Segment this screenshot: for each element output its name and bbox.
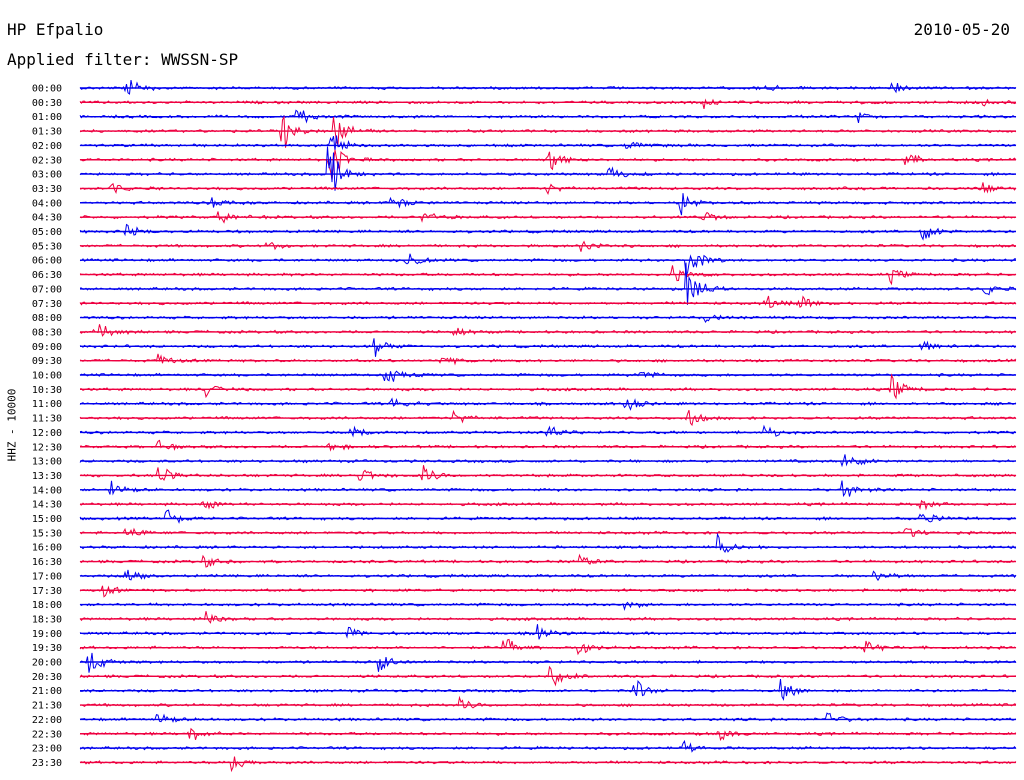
trace-row-2100	[79, 679, 1017, 702]
time-label: 02:30	[32, 155, 62, 166]
time-label: 03:30	[32, 184, 62, 195]
time-label: 00:00	[32, 84, 62, 95]
trace-row-2000	[79, 652, 1017, 673]
time-label: 12:30	[32, 442, 62, 453]
trace-row-2300	[79, 739, 1017, 753]
trace-group	[79, 80, 1017, 773]
time-label: 06:00	[32, 256, 62, 267]
time-label: 01:00	[32, 112, 62, 123]
time-label: 04:30	[32, 213, 62, 224]
trace-row-1800	[79, 601, 1017, 611]
time-label: 13:00	[32, 457, 62, 468]
time-label: 17:30	[32, 586, 62, 597]
trace-row-0800	[79, 314, 1017, 323]
trace-row-1900	[79, 624, 1017, 640]
trace-row-1700	[79, 569, 1017, 582]
trace-row-1000	[79, 370, 1017, 382]
time-label: 16:30	[32, 557, 62, 568]
filter-subtitle: Applied filter: WWSSN-SP	[7, 50, 239, 69]
trace-row-1600	[79, 532, 1017, 554]
time-label-group: 00:00 00:30 01:00 01:30 02:00 02:30 03:00 03:30…	[32, 84, 62, 769]
time-label: 16:00	[32, 543, 62, 554]
time-label: 03:00	[32, 170, 62, 181]
time-label: 10:00	[32, 371, 62, 382]
trace-row-0900	[79, 338, 1017, 357]
time-label: 08:00	[32, 313, 62, 324]
trace-row-1230	[79, 439, 1017, 452]
trace-row-0130	[79, 115, 1017, 148]
trace-row-0530	[79, 240, 1017, 252]
time-label: 20:00	[32, 658, 62, 669]
time-label: 08:30	[32, 327, 62, 338]
time-label: 09:00	[32, 342, 62, 353]
time-label: 19:00	[32, 629, 62, 640]
time-label: 01:30	[32, 127, 62, 138]
trace-row-1830	[79, 611, 1017, 624]
trace-row-1030	[80, 373, 1017, 400]
trace-row-0300	[79, 146, 1016, 191]
time-label: 09:30	[32, 356, 62, 367]
time-label: 18:30	[32, 614, 62, 625]
time-label: 23:30	[32, 758, 62, 769]
trace-row-0030	[79, 98, 1017, 110]
trace-row-0000	[79, 80, 1017, 95]
trace-row-1500	[79, 509, 1017, 524]
time-label: 13:30	[32, 471, 62, 482]
station-title: HP Efpalio	[7, 20, 104, 39]
trace-row-2330	[79, 756, 1017, 773]
trace-row-1200	[79, 424, 1017, 438]
time-label: 05:00	[32, 227, 62, 238]
time-label: 21:00	[32, 686, 62, 697]
time-label: 14:00	[32, 485, 62, 496]
trace-row-1730	[79, 585, 1017, 598]
time-label: 05:30	[32, 241, 62, 252]
time-label: 11:30	[32, 414, 62, 425]
channel-axis-label: HHZ - 10000	[5, 388, 19, 462]
trace-row-0200	[79, 135, 1017, 151]
time-label: 12:00	[32, 428, 62, 439]
time-label: 06:30	[32, 270, 62, 281]
trace-row-1300	[79, 454, 1017, 468]
trace-row-2130	[79, 695, 1017, 709]
time-label: 19:30	[32, 643, 62, 654]
trace-row-0700	[80, 262, 1017, 305]
time-label: 15:30	[32, 528, 62, 539]
time-label: 00:30	[32, 98, 62, 109]
trace-row-0830	[79, 324, 1017, 337]
time-label: 20:30	[32, 672, 62, 683]
time-label: 07:00	[32, 284, 62, 295]
time-label: 07:30	[32, 299, 62, 310]
time-label: 15:00	[32, 514, 62, 525]
time-label: 21:30	[32, 701, 62, 712]
trace-row-1400	[79, 480, 1017, 498]
time-label: 11:00	[32, 399, 62, 410]
trace-row-0730	[79, 295, 1017, 308]
date-label: 2010-05-20	[913, 20, 1010, 39]
trace-row-2200	[79, 712, 1017, 723]
trace-row-0930	[79, 353, 1017, 366]
time-label: 18:00	[32, 600, 62, 611]
time-label: 14:30	[32, 500, 62, 511]
time-label: 17:00	[32, 571, 62, 582]
trace-row-0400	[80, 193, 1017, 216]
trace-row-1330	[79, 465, 1017, 482]
time-label: 02:00	[32, 141, 62, 152]
trace-row-1930	[79, 638, 1017, 656]
time-label: 22:00	[32, 715, 62, 726]
time-label: 10:30	[32, 385, 62, 396]
trace-row-0600	[79, 253, 1017, 275]
time-label: 23:00	[32, 744, 62, 755]
time-label: 04:00	[32, 198, 62, 209]
time-label: 22:30	[32, 729, 62, 740]
